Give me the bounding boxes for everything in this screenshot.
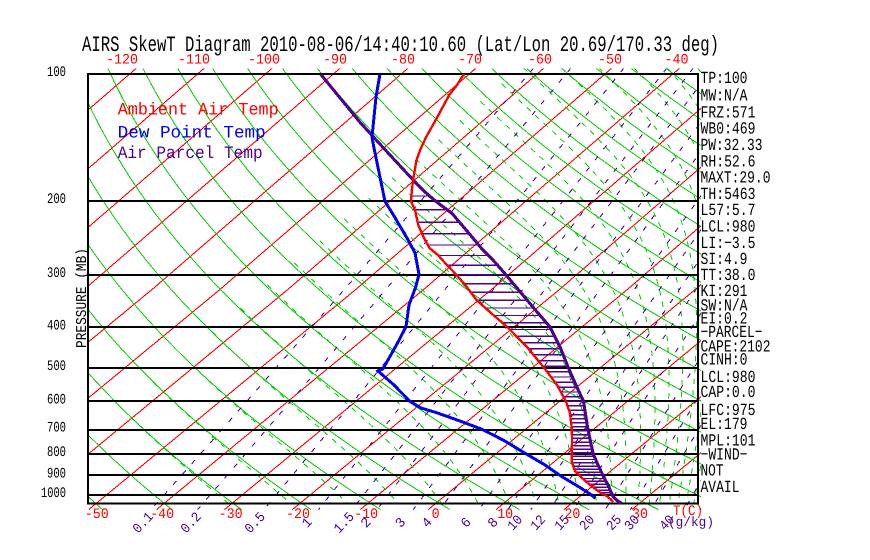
svg-text:TH:5463: TH:5463 — [701, 186, 756, 205]
svg-text:-20: -20 — [286, 507, 310, 523]
svg-text:PRESSURE (MB): PRESSURE (MB) — [74, 248, 91, 348]
svg-text:AIRS SkewT Diagram 2010-08-06/: AIRS SkewT Diagram 2010-08-06/14:40:10.6… — [82, 33, 719, 58]
svg-text:LFC:975: LFC:975 — [701, 402, 756, 421]
svg-text:-60: -60 — [528, 53, 552, 69]
svg-text:KI:291: KI:291 — [701, 283, 748, 302]
svg-text:EL:179: EL:179 — [701, 416, 748, 435]
svg-text:T(C): T(C) — [673, 504, 703, 520]
svg-text:500: 500 — [47, 359, 66, 375]
svg-text:400: 400 — [47, 319, 66, 335]
svg-text:LI:−3.5: LI:−3.5 — [701, 235, 756, 254]
svg-text:300: 300 — [47, 266, 66, 282]
svg-text:-50: -50 — [598, 53, 622, 69]
svg-text:PW:32.33: PW:32.33 — [701, 137, 763, 156]
svg-text:-40: -40 — [150, 507, 174, 523]
svg-text:-120: -120 — [106, 53, 138, 69]
svg-text:WB0:469: WB0:469 — [701, 121, 756, 140]
svg-text:0: 0 — [432, 507, 440, 523]
svg-text:SI:4.9: SI:4.9 — [701, 251, 748, 270]
svg-text:CAPE:2102: CAPE:2102 — [701, 338, 771, 357]
svg-text:EI:0.2: EI:0.2 — [701, 311, 748, 330]
svg-text:Ambient Air Temp: Ambient Air Temp — [118, 101, 279, 121]
svg-text:−PARCEL−: −PARCEL− — [701, 324, 763, 343]
svg-text:MW:N/A: MW:N/A — [701, 88, 749, 107]
svg-text:800: 800 — [47, 445, 66, 461]
svg-text:CAP:0.0: CAP:0.0 — [701, 384, 756, 403]
svg-text:NOT: NOT — [701, 463, 724, 482]
svg-text:TP:100: TP:100 — [701, 70, 748, 89]
svg-text:-110: -110 — [178, 53, 210, 69]
svg-text:1000: 1000 — [41, 486, 66, 502]
svg-text:-90: -90 — [323, 53, 347, 69]
svg-text:900: 900 — [47, 467, 66, 483]
svg-text:100: 100 — [47, 65, 66, 81]
svg-text:Dew Point Temp: Dew Point Temp — [118, 124, 266, 144]
svg-text:L57:5.7: L57:5.7 — [701, 202, 756, 221]
svg-text:-40: -40 — [665, 53, 689, 69]
svg-text:700: 700 — [47, 421, 66, 437]
svg-text:SW:N/A: SW:N/A — [701, 298, 749, 317]
svg-text:MPL:101: MPL:101 — [701, 433, 756, 452]
svg-text:TT:38.0: TT:38.0 — [701, 267, 756, 286]
svg-text:MAXT:29.0: MAXT:29.0 — [701, 169, 771, 188]
svg-text:LCL:980: LCL:980 — [701, 369, 756, 388]
svg-text:200: 200 — [47, 192, 66, 208]
svg-text:30: 30 — [632, 507, 648, 523]
svg-text:-30: -30 — [219, 507, 243, 523]
svg-text:10: 10 — [497, 507, 513, 523]
svg-text:-80: -80 — [391, 53, 415, 69]
svg-text:CINH:0: CINH:0 — [701, 351, 748, 370]
svg-text:-50: -50 — [85, 507, 109, 523]
svg-text:-10: -10 — [354, 507, 378, 523]
svg-text:LCL:980: LCL:980 — [701, 219, 756, 238]
svg-text:20: 20 — [564, 507, 580, 523]
svg-text:(g/kg): (g/kg) — [668, 516, 714, 531]
svg-text:-100: -100 — [248, 53, 280, 69]
svg-text:-70: -70 — [458, 53, 482, 69]
svg-text:RH:52.6: RH:52.6 — [701, 153, 756, 172]
svg-text:Air Parcel Temp: Air Parcel Temp — [118, 144, 263, 164]
svg-text:600: 600 — [47, 393, 66, 409]
svg-text:FRZ:571: FRZ:571 — [701, 105, 756, 124]
svg-text:−WIND−: −WIND− — [701, 447, 748, 466]
svg-text:AVAIL: AVAIL — [701, 479, 740, 498]
